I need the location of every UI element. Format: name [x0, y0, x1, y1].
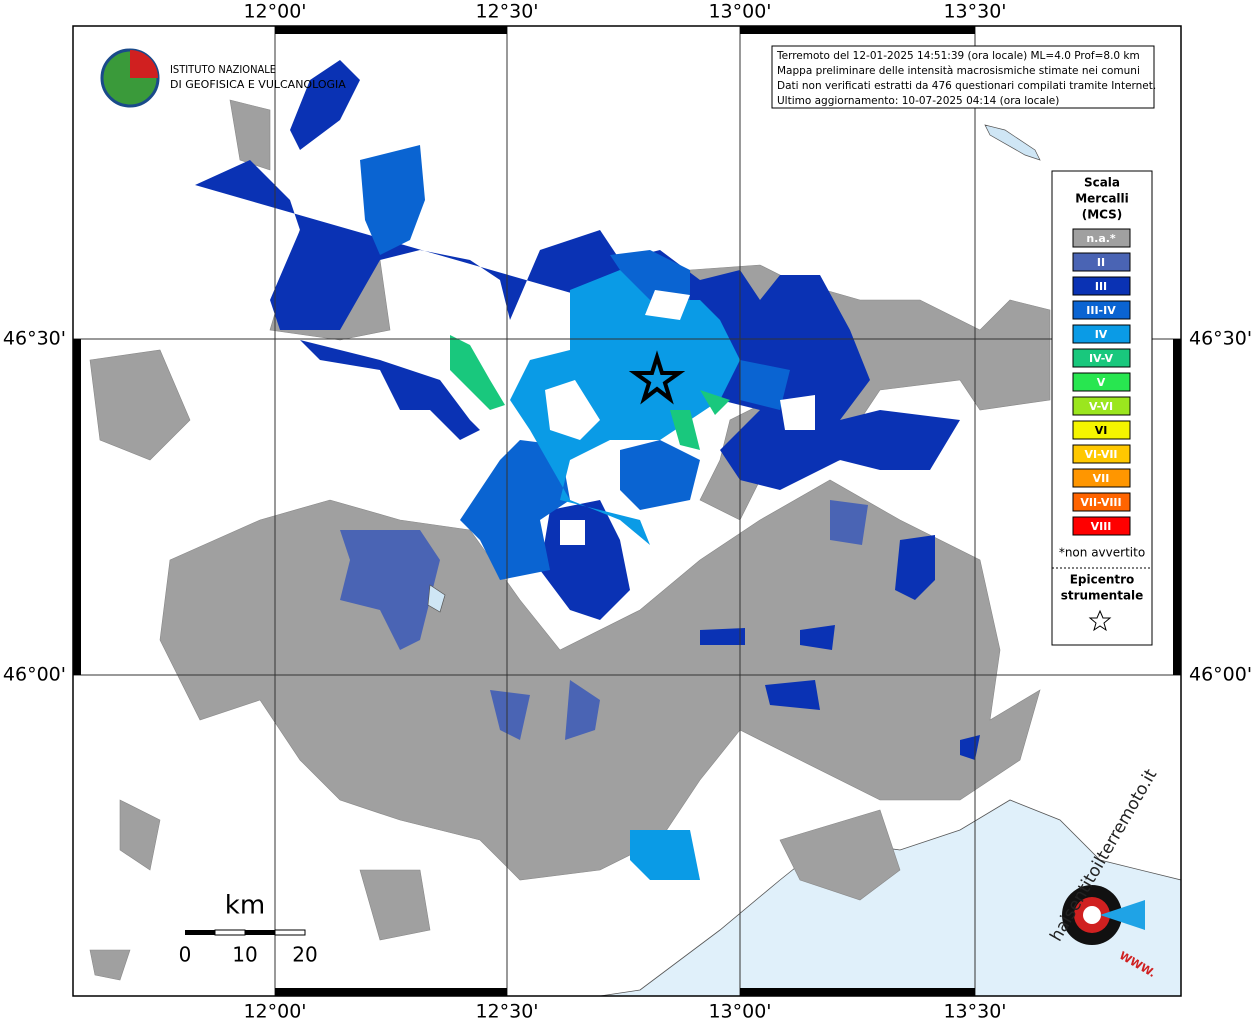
institute-line: DI GEOFISICA E VULCANOLOGIA — [170, 78, 346, 91]
legend-label: VII-VIII — [1080, 496, 1121, 509]
map-area — [72, 25, 1182, 997]
logo-segment — [130, 50, 158, 78]
region-iii — [195, 60, 980, 760]
lon-label: 12°30' — [475, 1001, 538, 1023]
info-frame — [771, 45, 1155, 109]
scale-label: 20 — [292, 943, 317, 967]
legend-title: Mercalli — [1075, 192, 1129, 206]
scale-label: 0 — [179, 943, 192, 967]
legend-swatch — [1072, 444, 1131, 464]
legend-epicenter: Epicentro — [1070, 573, 1135, 587]
frame-bars — [73, 26, 1181, 996]
legend: ScalaMercalli(MCS)n.a.*IIIIIIII-IVIVIV-V… — [1051, 170, 1153, 646]
legend-title: Scala — [1084, 176, 1120, 190]
legend-epicenter: strumentale — [1061, 589, 1144, 603]
lon-label: 13°30' — [943, 1, 1006, 23]
legend-star — [1088, 609, 1112, 632]
region-iii-iv — [360, 145, 790, 580]
lat-label: 46°00' — [3, 664, 66, 686]
lake — [427, 124, 1041, 613]
legend-label: n.a.* — [1086, 232, 1116, 245]
lon-label: 13°00' — [708, 1, 771, 23]
legend-swatch — [1072, 348, 1131, 368]
epicenter-star — [628, 350, 686, 405]
lon-label: 12°00' — [243, 1, 306, 23]
info-line: Ultimo aggiornamento: 10-07-2025 04:14 (… — [777, 95, 1059, 107]
legend-title: (MCS) — [1082, 208, 1123, 222]
lon-label: 13°00' — [708, 1001, 771, 1023]
region-not-felt — [89, 349, 1041, 881]
info-box: Terremoto del 12-01-2025 14:51:39 (ora l… — [771, 45, 1156, 109]
legend-label: III-IV — [1086, 304, 1116, 317]
lat-label: 46°00' — [1189, 664, 1252, 686]
legend-label: VIII — [1091, 520, 1112, 533]
legend-label: VI-VII — [1084, 448, 1117, 461]
lon-label: 12°00' — [243, 1001, 306, 1023]
legend-swatch — [1072, 396, 1131, 416]
ingv-logo: ISTITUTO NAZIONALE DI GEOFISICA E VULCAN… — [100, 48, 346, 108]
legend-label: V — [1097, 376, 1106, 389]
legend-label: III — [1095, 280, 1107, 293]
scale-bar: km 0 10 20 — [179, 891, 318, 967]
legend-swatch — [1072, 300, 1131, 320]
legend-swatch — [1072, 372, 1131, 392]
legend-label: II — [1097, 256, 1105, 269]
legend-swatch — [1072, 228, 1131, 248]
legend-label: VI — [1095, 424, 1108, 437]
legend-label: VII — [1093, 472, 1110, 485]
info-line: Terremoto del 12-01-2025 14:51:39 (ora l… — [776, 50, 1140, 62]
info-line: Mappa preliminare delle intensità macros… — [777, 65, 1140, 77]
lat-label: 46°30' — [3, 328, 66, 350]
institute-line: ISTITUTO NAZIONALE — [170, 63, 276, 76]
legend-swatch — [1072, 516, 1131, 536]
legend-swatch — [1072, 324, 1131, 344]
legend-label: V-VI — [1089, 400, 1113, 413]
legend-swatch — [1072, 468, 1131, 488]
lon-label: 12°30' — [475, 1, 538, 23]
legend-label: IV-V — [1089, 352, 1114, 365]
graticule — [73, 26, 1181, 996]
lat-label: 46°30' — [1189, 328, 1252, 350]
legend-label: IV — [1095, 328, 1108, 341]
legend-note: *non avvertito — [1059, 546, 1145, 560]
lon-label: 13°30' — [943, 1001, 1006, 1023]
legend-swatch — [1072, 276, 1131, 296]
legend-swatch — [1072, 252, 1131, 272]
legend-swatch — [1072, 492, 1131, 512]
scale-unit: km — [225, 891, 265, 921]
legend-swatch — [1072, 420, 1131, 440]
info-line: Dati non verificati estratti da 476 ques… — [777, 80, 1156, 92]
scale-label: 10 — [232, 943, 257, 967]
map-frame — [72, 25, 1182, 997]
